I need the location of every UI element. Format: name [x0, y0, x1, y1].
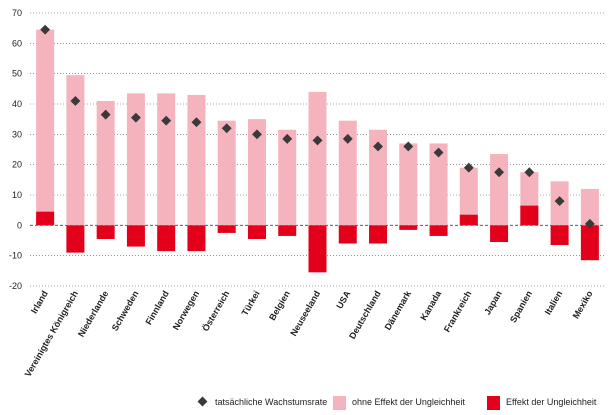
- bar-inequality-effect: [217, 225, 236, 233]
- bar-without-inequality: [580, 188, 599, 226]
- y-tick-label: 10: [12, 190, 22, 200]
- y-tick-label: -20: [9, 281, 22, 291]
- actual-growth-markers: [40, 24, 595, 229]
- legend: tatsächliche Wachstumsrate ohne Effekt d…: [197, 396, 597, 410]
- bar-inequality-effect: [580, 225, 599, 261]
- category-label: Mexiko: [571, 289, 595, 321]
- bar-inequality-effect: [550, 225, 569, 246]
- legend-item-effect: Effekt der Ungleichheit: [487, 396, 597, 410]
- bar-without-inequality: [429, 143, 448, 226]
- actual-growth-marker: [463, 162, 474, 173]
- bar-without-inequality: [247, 119, 266, 226]
- bar-inequality-effect: [126, 225, 145, 247]
- category-label: Kanada: [418, 288, 443, 322]
- bar-without-inequality: [490, 154, 509, 226]
- bar-without-inequality: [96, 100, 115, 226]
- bar-without-inequality: [459, 167, 478, 226]
- actual-growth-marker: [403, 141, 414, 152]
- category-label: Niederlande: [76, 289, 110, 339]
- actual-growth-marker: [282, 133, 293, 144]
- actual-growth-marker: [373, 141, 383, 152]
- legend-item-without: ohne Effekt der Ungleichheit: [333, 396, 465, 410]
- category-label: Irland: [29, 289, 50, 315]
- y-tick-label: 70: [12, 8, 22, 18]
- legend-marker-swatch: [197, 396, 208, 407]
- bars-without-inequality: [36, 29, 599, 226]
- y-tick-label: 40: [12, 99, 22, 109]
- bars-inequality-effect: [36, 205, 599, 273]
- actual-growth-marker: [554, 196, 565, 207]
- bar-without-inequality: [217, 120, 236, 226]
- bar-inequality-effect: [66, 225, 85, 253]
- bar-inequality-effect: [520, 205, 539, 226]
- actual-growth-marker: [40, 24, 51, 35]
- legend-item-actual: tatsächliche Wachstumsrate: [197, 396, 327, 407]
- actual-growth-marker: [191, 117, 202, 128]
- actual-growth-marker: [100, 109, 111, 120]
- actual-growth-marker: [433, 147, 444, 158]
- actual-growth-marker: [584, 218, 595, 229]
- bar-without-inequality: [369, 129, 388, 226]
- y-axis-ticks: -20 -10 0 10 20 30 40 50 60 70: [9, 8, 22, 291]
- category-label: Belgien: [267, 289, 292, 322]
- legend-label-actual: tatsächliche Wachstumsrate: [215, 397, 327, 407]
- category-label: Schweden: [110, 289, 141, 333]
- actual-growth-marker: [252, 129, 262, 140]
- legend-label-effect: Effekt der Ungleichheit: [506, 397, 597, 407]
- bar-inequality-effect: [187, 225, 206, 252]
- y-tick-label: 60: [12, 38, 22, 48]
- category-label: Italien: [543, 289, 565, 317]
- bar-inequality-effect: [459, 214, 478, 226]
- actual-growth-marker: [312, 135, 323, 146]
- category-label: Norwegen: [171, 289, 201, 332]
- y-tick-label: -10: [9, 251, 22, 261]
- actual-growth-marker: [130, 112, 141, 123]
- bar-inequality-effect: [278, 225, 297, 236]
- y-tick-label: 20: [12, 160, 22, 170]
- y-tick-label: 30: [12, 129, 22, 139]
- category-label: Spanien: [508, 289, 534, 324]
- category-label: Österreich: [200, 289, 231, 333]
- category-label: Vereinigtes Königreich: [23, 289, 80, 378]
- bar-inequality-effect: [490, 225, 509, 243]
- bar-inequality-effect: [36, 211, 55, 226]
- bar-inequality-effect: [157, 225, 176, 252]
- legend-label-without: ohne Effekt der Ungleichheit: [352, 397, 465, 407]
- bar-inequality-effect: [369, 225, 388, 244]
- category-label: Türkei: [240, 289, 262, 317]
- legend-light-swatch: [333, 396, 346, 410]
- bar-without-inequality: [126, 93, 145, 226]
- bar-inequality-effect: [338, 225, 357, 244]
- category-label: USA: [334, 289, 352, 311]
- bar-without-inequality: [308, 91, 327, 226]
- category-label: Deutschland: [347, 289, 383, 341]
- y-tick-label: 0: [17, 220, 22, 230]
- category-label: Neuseeland: [288, 289, 322, 338]
- bar-inequality-effect: [96, 225, 115, 239]
- bar-without-inequality: [278, 129, 297, 226]
- category-label: Finnland: [144, 289, 171, 326]
- bar-without-inequality: [399, 143, 418, 226]
- category-label: Frankreich: [442, 289, 474, 334]
- actual-growth-marker: [70, 96, 81, 106]
- legend-red-swatch: [487, 396, 500, 410]
- bar-without-inequality: [36, 29, 55, 226]
- bar-without-inequality: [157, 93, 176, 226]
- category-label: Japan: [482, 289, 504, 317]
- bar-without-inequality: [66, 75, 85, 226]
- category-label: Dänemark: [383, 288, 414, 332]
- actual-growth-marker: [342, 133, 353, 144]
- actual-growth-marker: [161, 115, 172, 126]
- bar-inequality-effect: [429, 225, 448, 236]
- bar-inequality-effect: [399, 225, 418, 230]
- actual-growth-marker: [524, 167, 535, 178]
- bar-inequality-effect: [247, 225, 266, 239]
- y-tick-label: 50: [12, 69, 22, 79]
- bar-without-inequality: [338, 120, 357, 226]
- bar-without-inequality: [187, 94, 206, 226]
- bar-inequality-effect: [308, 225, 327, 273]
- actual-growth-marker: [494, 167, 505, 178]
